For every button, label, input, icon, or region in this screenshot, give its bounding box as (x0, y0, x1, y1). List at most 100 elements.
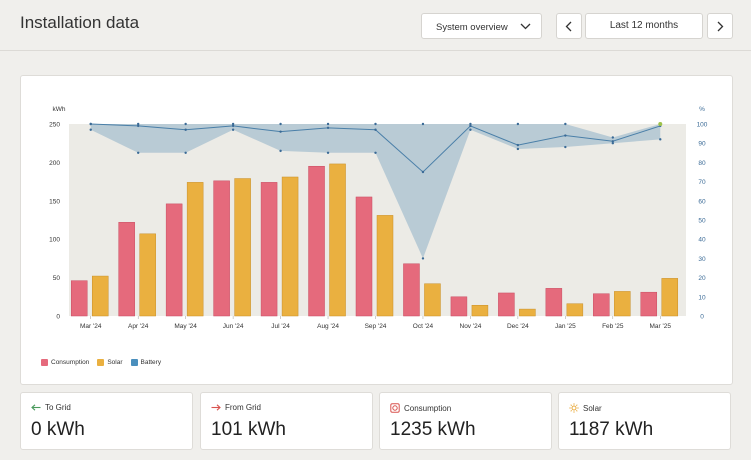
stat-label: Solar (583, 403, 602, 413)
battery-max-point (231, 122, 235, 126)
y-tick-label: 100 (49, 237, 60, 244)
battery-max-point (374, 122, 377, 126)
battery-min-point (89, 128, 92, 131)
stat-label: From Grid (225, 403, 261, 412)
chevron-left-icon (565, 21, 572, 32)
y-tick-label: 250 (49, 122, 60, 129)
x-tick-label: Jun '24 (223, 323, 244, 330)
battery-min-point (564, 145, 567, 149)
chart-legend: Consumption Solar Battery (41, 359, 161, 366)
solar-bar (376, 215, 394, 317)
battery-avg-point (421, 170, 425, 174)
legend-item-consumption[interactable]: Consumption (41, 359, 89, 366)
stat-value: 101 kWh (211, 419, 286, 440)
page-title: Installation data (20, 13, 140, 32)
battery-avg-point (516, 143, 520, 147)
y2-tick-label: 90 (698, 141, 706, 148)
chevron-right-icon (717, 21, 724, 32)
y2-tick-label: 40 (698, 237, 706, 244)
battery-min-point (136, 151, 140, 154)
next-period-button[interactable] (707, 13, 733, 39)
arrow-right-icon (211, 404, 221, 411)
consumption-bar (403, 263, 420, 317)
battery-avg-point (184, 128, 187, 131)
sun-icon (569, 403, 579, 413)
y-axis-label: kWh (53, 106, 66, 113)
solar-bar (281, 176, 299, 317)
y2-tick-label: 70 (698, 179, 706, 186)
legend-swatch (97, 359, 105, 366)
battery-max-point (564, 122, 567, 126)
consumption-bar (450, 296, 468, 317)
battery-max-point (469, 122, 472, 126)
consumption-bar (355, 196, 373, 317)
battery-avg-point (231, 124, 235, 128)
x-tick-label: Feb '25 (602, 323, 624, 330)
solar-bar (566, 303, 584, 317)
battery-avg-point (136, 124, 140, 128)
battery-max-point (516, 122, 520, 126)
battery-range-band (90, 124, 661, 259)
battery-min-point (374, 151, 377, 154)
stat-value: 1235 kWh (390, 419, 476, 440)
consumption-bar (165, 203, 183, 317)
battery-current-point (658, 122, 663, 126)
legend-label: Battery (140, 359, 162, 366)
battery-avg-point (279, 130, 282, 133)
stat-card-from-grid: From Grid 101 kWh (200, 392, 373, 450)
chevron-down-icon (520, 23, 531, 30)
solar-bar (424, 283, 441, 317)
solar-bar (186, 182, 204, 317)
battery-max-point (326, 122, 330, 126)
battery-max-point (136, 122, 140, 126)
consumption-bar (260, 182, 278, 317)
battery-min-point (659, 138, 662, 141)
y-tick-label: 50 (53, 275, 61, 282)
view-select[interactable]: System overview (421, 13, 542, 39)
consumption-bar (70, 280, 88, 317)
y-tick-label: 200 (49, 160, 60, 167)
solar-bar (91, 275, 109, 317)
y-tick-label: 0 (56, 314, 60, 321)
previous-period-button[interactable] (556, 13, 582, 39)
battery-min-point (279, 149, 282, 153)
battery-max-point (279, 122, 282, 126)
consumption-bar (213, 180, 230, 317)
legend-swatch (130, 359, 138, 366)
y2-tick-label: 10 (698, 294, 706, 301)
x-tick-label: Oct '24 (413, 323, 434, 330)
battery-min-point (231, 128, 235, 131)
arrow-left-icon (31, 404, 41, 411)
solar-bar (519, 308, 536, 317)
plug-icon (390, 403, 400, 413)
x-tick-label: Apr '24 (128, 323, 149, 330)
consumption-bar (498, 292, 515, 317)
consumption-bar (640, 291, 658, 317)
consumption-bar (308, 165, 325, 317)
battery-avg-point (564, 134, 567, 137)
battery-avg-point (326, 126, 330, 130)
x-tick-label: Aug '24 (317, 323, 339, 330)
stat-label: Consumption (404, 403, 452, 413)
energy-chart: kWh % 0 50 100 150 200 250 0 10 20 30 40 50 60 70 80 90 10… (49, 106, 708, 330)
consumption-bar (593, 293, 610, 317)
stat-value: 0 kWh (31, 419, 85, 440)
battery-avg-point (611, 140, 615, 143)
battery-max-point (421, 122, 425, 126)
x-tick-label: Jul '24 (271, 323, 290, 330)
battery-max-point (611, 136, 615, 139)
chart-card: kWh% 0 50 100 150 200 250 0 10 20 30 40 50 60 70 80 90 10… (20, 75, 733, 385)
y2-tick-label: 30 (698, 256, 706, 263)
x-tick-label: Jan '25 (555, 323, 576, 330)
y2-tick-label: 80 (698, 160, 706, 167)
legend-item-solar[interactable]: Solar (97, 359, 123, 366)
y-tick-label: 150 (49, 198, 60, 205)
x-tick-label: Nov '24 (460, 323, 482, 330)
consumption-bar (545, 288, 563, 317)
battery-min-point (469, 128, 472, 131)
battery-min-point (516, 147, 520, 151)
solar-bar (471, 304, 489, 317)
legend-item-battery[interactable]: Battery (130, 359, 162, 366)
date-range-selector[interactable]: Last 12 months (585, 13, 703, 39)
view-select-label: System overview (436, 22, 508, 33)
